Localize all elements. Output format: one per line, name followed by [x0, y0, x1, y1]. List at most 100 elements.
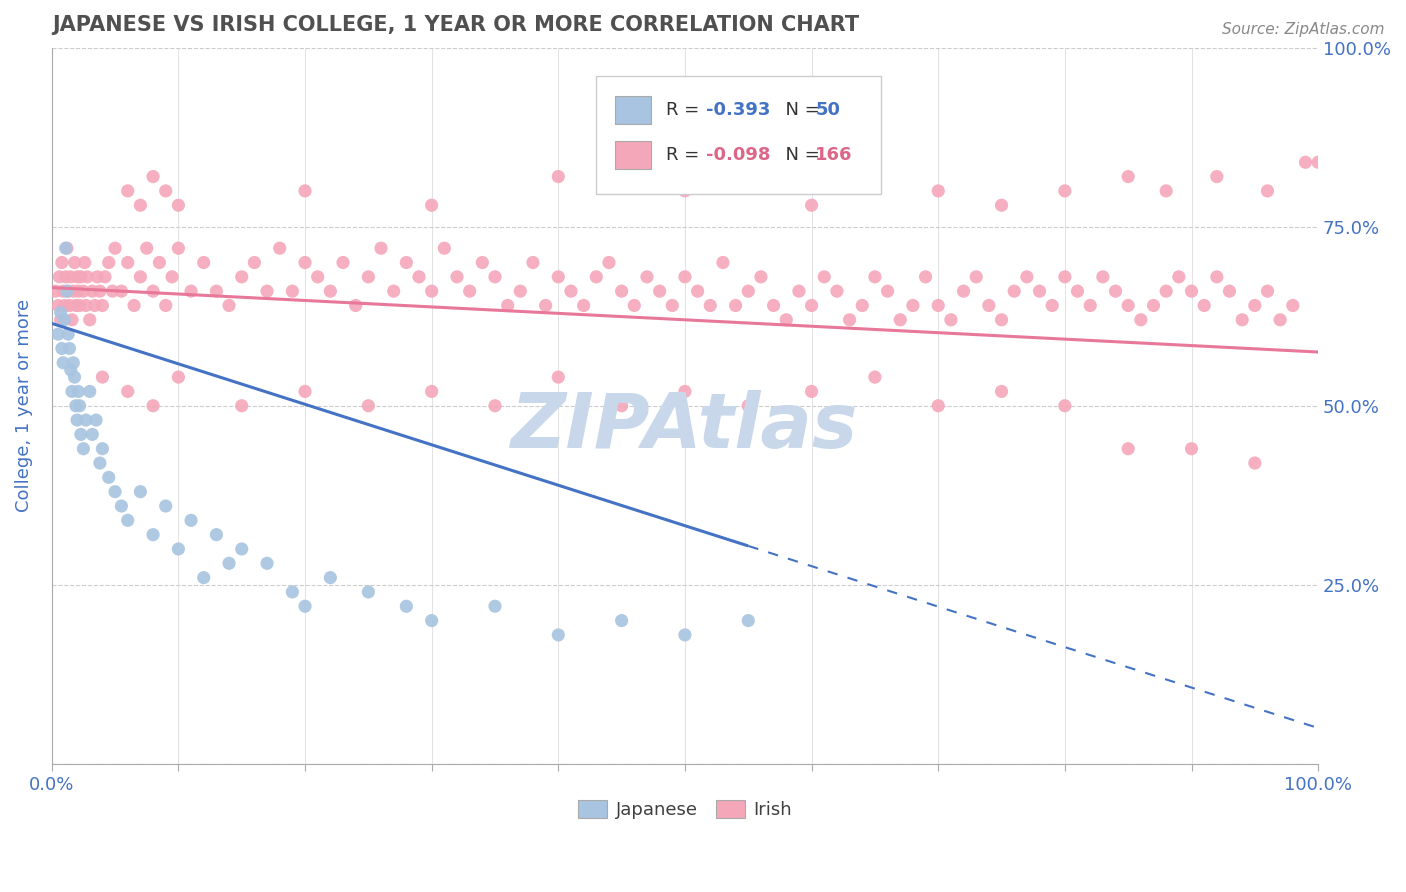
- Point: [94, 269, 117, 284]
- Point: [72, 284, 94, 298]
- Point: [160, 269, 183, 284]
- Point: [167, 370, 190, 384]
- Point: [598, 255, 620, 269]
- Point: [1180, 442, 1202, 456]
- Point: [1078, 298, 1101, 312]
- Point: [58, 284, 80, 298]
- Text: N =: N =: [773, 146, 825, 164]
- Point: [610, 399, 633, 413]
- Point: [66, 269, 89, 284]
- Point: [46, 327, 69, 342]
- Point: [205, 527, 228, 541]
- Point: [294, 384, 316, 399]
- Text: 166: 166: [815, 146, 853, 164]
- Point: [408, 269, 430, 284]
- Point: [75, 298, 97, 312]
- Point: [673, 384, 696, 399]
- Point: [332, 255, 354, 269]
- Point: [851, 298, 873, 312]
- Point: [231, 399, 253, 413]
- Point: [471, 255, 494, 269]
- Point: [420, 284, 443, 298]
- Point: [990, 313, 1012, 327]
- Point: [45, 284, 67, 298]
- Point: [534, 298, 557, 312]
- Point: [572, 298, 595, 312]
- Point: [65, 298, 87, 312]
- Point: [294, 255, 316, 269]
- Point: [636, 269, 658, 284]
- Point: [91, 298, 114, 312]
- Point: [914, 269, 936, 284]
- Point: [496, 298, 519, 312]
- Point: [344, 298, 367, 312]
- Text: 50: 50: [815, 101, 841, 119]
- Point: [167, 241, 190, 255]
- Point: [51, 342, 73, 356]
- Point: [167, 198, 190, 212]
- Point: [58, 327, 80, 342]
- Point: [813, 269, 835, 284]
- Point: [1167, 269, 1189, 284]
- Point: [673, 269, 696, 284]
- FancyBboxPatch shape: [596, 77, 882, 194]
- Point: [63, 370, 86, 384]
- Point: [69, 399, 91, 413]
- Point: [218, 557, 240, 571]
- Point: [167, 541, 190, 556]
- Point: [775, 313, 797, 327]
- Point: [193, 255, 215, 269]
- Point: [1028, 284, 1050, 298]
- Point: [91, 442, 114, 456]
- Point: [838, 313, 860, 327]
- Point: [927, 298, 949, 312]
- Point: [863, 370, 886, 384]
- Point: [269, 241, 291, 255]
- Point: [91, 370, 114, 384]
- Point: [79, 313, 101, 327]
- Point: [395, 255, 418, 269]
- Point: [53, 298, 76, 312]
- Point: [59, 363, 82, 377]
- Point: [82, 427, 104, 442]
- Point: [51, 255, 73, 269]
- Point: [117, 184, 139, 198]
- Point: [1205, 269, 1227, 284]
- Point: [585, 269, 607, 284]
- Point: [357, 269, 380, 284]
- Point: [59, 269, 82, 284]
- Text: R =: R =: [666, 101, 704, 119]
- Point: [97, 255, 120, 269]
- Point: [243, 255, 266, 269]
- Point: [58, 342, 80, 356]
- Point: [53, 313, 76, 327]
- Point: [67, 284, 90, 298]
- Point: [382, 284, 405, 298]
- Point: [319, 284, 342, 298]
- Point: [1308, 155, 1330, 169]
- Point: [927, 399, 949, 413]
- Point: [509, 284, 531, 298]
- Text: N =: N =: [773, 101, 825, 119]
- Point: [927, 184, 949, 198]
- Text: ZIPAtlas: ZIPAtlas: [512, 390, 859, 464]
- Point: [1192, 298, 1215, 312]
- Point: [876, 284, 898, 298]
- Point: [1243, 456, 1265, 470]
- Point: [256, 557, 278, 571]
- Text: Source: ZipAtlas.com: Source: ZipAtlas.com: [1222, 22, 1385, 37]
- Point: [49, 313, 72, 327]
- Point: [63, 255, 86, 269]
- Point: [863, 269, 886, 284]
- Text: -0.098: -0.098: [706, 146, 770, 164]
- Point: [800, 384, 823, 399]
- Point: [142, 284, 165, 298]
- Point: [142, 527, 165, 541]
- Point: [56, 284, 79, 298]
- Point: [610, 284, 633, 298]
- Point: [370, 241, 392, 255]
- Point: [484, 269, 506, 284]
- Point: [129, 198, 152, 212]
- Point: [218, 298, 240, 312]
- Point: [56, 241, 79, 255]
